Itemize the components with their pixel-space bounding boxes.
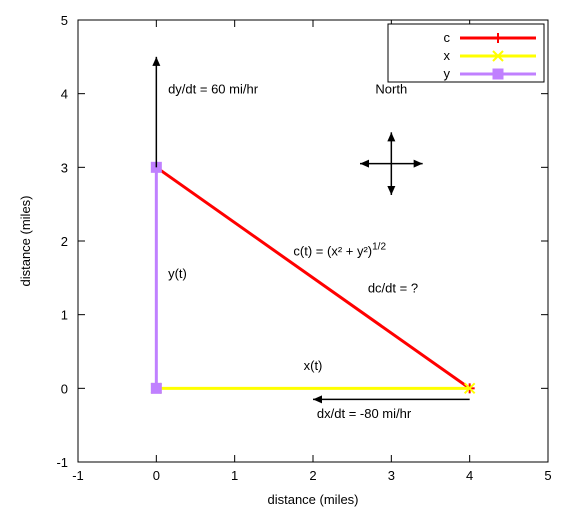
annotation: y(t)	[168, 266, 187, 281]
annotation: c(t) = (x² + y²)1/2	[293, 242, 386, 259]
related-rates-chart: -1 0 1 2 3 4 5 -1 0 1 2 3 4 5 distance (miles) distance…	[0, 0, 570, 530]
y-tick-label: 3	[61, 160, 68, 175]
annotation: dx/dt = -80 mi/hr	[317, 406, 412, 421]
legend-label: c	[444, 30, 451, 45]
x-tick-label: 0	[153, 468, 160, 483]
annotation: dy/dt = 60 mi/hr	[168, 82, 259, 97]
x-tick-label: -1	[72, 468, 84, 483]
x-axis-label: distance (miles)	[267, 492, 358, 507]
y-tick-label: -1	[56, 455, 68, 470]
plot-border	[78, 20, 548, 462]
y-tick-label: 5	[61, 13, 68, 28]
y-axis-label: distance (miles)	[18, 195, 33, 286]
annotation: x(t)	[304, 358, 323, 373]
series-c	[156, 167, 469, 388]
y-tick-label: 4	[61, 87, 68, 102]
annotation: North	[375, 82, 407, 97]
x-tick-label: 3	[388, 468, 395, 483]
chart-container: -1 0 1 2 3 4 5 -1 0 1 2 3 4 5 distance (miles) distance…	[0, 0, 570, 530]
y-tick-label: 2	[61, 234, 68, 249]
legend-label: x	[444, 48, 451, 63]
annotation: dc/dt = ?	[368, 281, 418, 296]
x-tick-label: 5	[544, 468, 551, 483]
y-tick-label: 0	[61, 381, 68, 396]
x-tick-label: 4	[466, 468, 473, 483]
x-tick-label: 2	[309, 468, 316, 483]
y-tick-label: 1	[61, 308, 68, 323]
x-tick-label: 1	[231, 468, 238, 483]
legend-label: y	[444, 66, 451, 81]
